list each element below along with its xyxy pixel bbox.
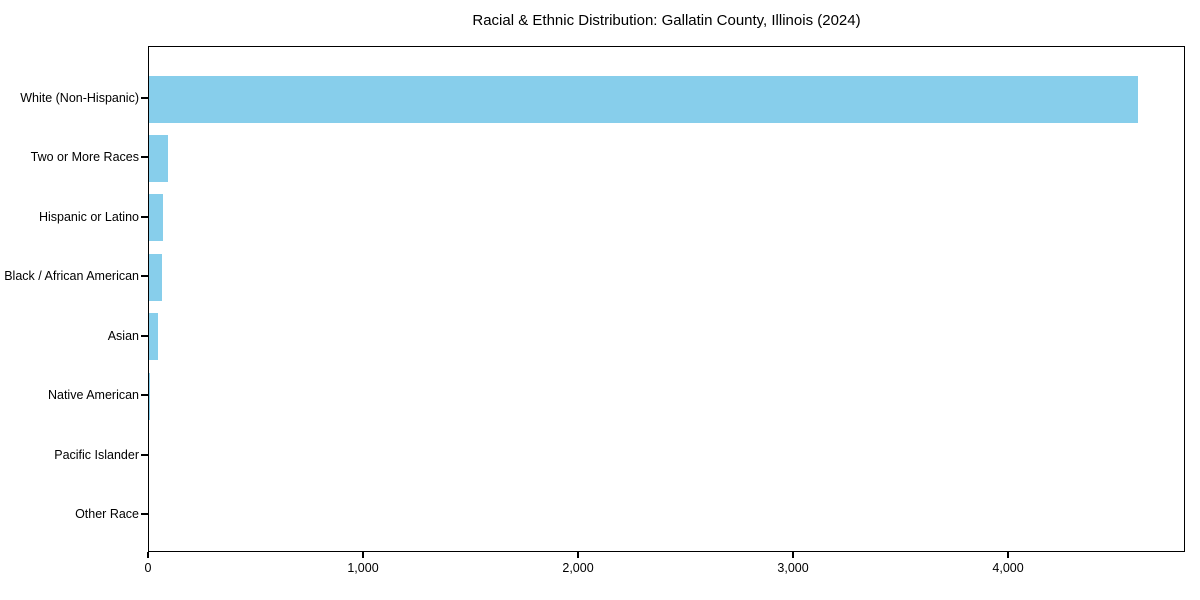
bar-black-african-american <box>149 253 162 301</box>
bar-white-non-hispanic <box>149 75 1139 123</box>
x-tick-mark <box>577 552 580 558</box>
plot-area <box>148 46 1185 552</box>
y-tick-label-hispanic-or-latino: Hispanic or Latino <box>38 209 139 224</box>
y-tick-label-other-race: Other Race <box>75 507 139 521</box>
y-tick-mark <box>141 275 148 278</box>
bar-native-american <box>149 372 151 420</box>
y-tick-label-white-non-hispanic: White (Non-Hispanic) <box>20 91 139 105</box>
y-tick-mark <box>141 156 148 159</box>
bar-hispanic-or-latino <box>149 194 163 242</box>
y-tick-label-native-american: Native American <box>47 388 139 403</box>
x-tick-label: 2,000 <box>562 561 594 575</box>
x-tick-label: 3,000 <box>777 561 809 575</box>
x-tick-mark <box>1007 552 1010 558</box>
y-tick-mark <box>141 394 148 397</box>
y-tick-label-two-or-more-races: Two or More Races <box>30 150 139 165</box>
x-tick-label: 4,000 <box>992 561 1024 575</box>
x-tick-mark <box>362 552 364 558</box>
bar-asian <box>149 313 158 361</box>
y-tick-mark <box>141 513 148 515</box>
x-tick-mark <box>792 552 795 558</box>
y-tick-mark <box>141 215 148 218</box>
x-tick-label: 1,000 <box>347 561 379 575</box>
y-tick-mark <box>141 453 148 456</box>
bar-two-or-more-races <box>149 134 169 182</box>
y-tick-mark <box>141 97 148 99</box>
y-tick-label-asian: Asian <box>107 328 139 343</box>
y-tick-label-pacific-islander: Pacific Islander <box>54 447 139 462</box>
chart-title: Racial & Ethnic Distribution: Gallatin C… <box>472 12 861 29</box>
y-tick-mark <box>141 334 148 337</box>
y-tick-label-black-african-american: Black / African American <box>4 269 139 284</box>
x-tick-mark <box>147 552 149 558</box>
x-tick-label: 0 <box>144 561 152 575</box>
